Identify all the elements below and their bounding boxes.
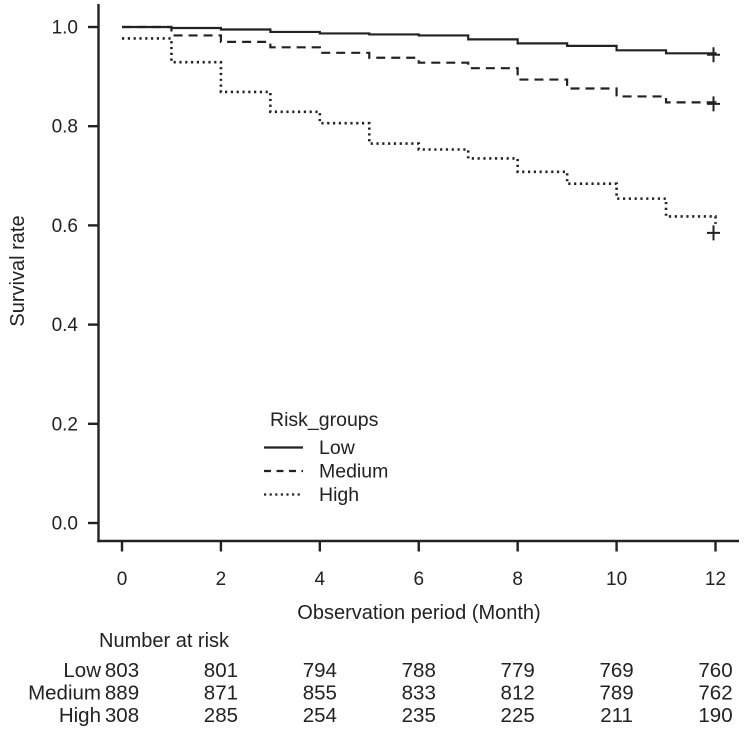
legend-entry-medium: Medium <box>264 461 388 483</box>
axes: 0.0 0.2 0.4 0.6 0.8 1.0 0 2 4 6 8 10 12 <box>52 4 739 590</box>
risk-count: 285 <box>204 704 238 727</box>
risk-count: 855 <box>303 682 337 705</box>
risk-row-low: Low 803 801 794 788 779 769 760 <box>63 659 732 682</box>
legend-entry-low: Low <box>264 437 356 459</box>
risk-table-title: Number at risk <box>99 630 230 652</box>
risk-count: 254 <box>303 704 337 727</box>
risk-count: 801 <box>204 659 238 682</box>
risk-count: 190 <box>698 704 732 727</box>
risk-count: 788 <box>402 659 436 682</box>
y-tick-label: 0.2 <box>52 414 78 435</box>
y-tick-label: 1.0 <box>52 18 78 39</box>
risk-count: 833 <box>402 682 436 705</box>
risk-row-label: Low <box>63 659 101 682</box>
censor-mark-medium <box>707 96 720 112</box>
risk-table: Number at risk Low 803 801 794 788 779 769 760M… <box>28 630 733 727</box>
y-tick-label: 0.6 <box>52 216 78 237</box>
legend-title: Risk_groups <box>270 409 379 431</box>
risk-count: 812 <box>501 682 535 705</box>
y-axis-ticks: 0.0 0.2 0.4 0.6 0.8 1.0 <box>52 18 99 535</box>
risk-count: 211 <box>600 704 633 727</box>
x-axis-title: Observation period (Month) <box>297 602 540 624</box>
curve-low <box>122 25 717 55</box>
risk-count: 762 <box>698 682 732 705</box>
x-axis-ticks: 0 2 4 6 8 10 12 <box>117 541 726 590</box>
risk-count: 235 <box>402 704 436 727</box>
y-tick-label: 0.4 <box>52 315 79 336</box>
risk-row-label: Medium <box>28 682 101 705</box>
risk-table-rows: Low 803 801 794 788 779 769 760 Medium 889 871 855 8… <box>28 659 733 727</box>
censor-marks <box>707 47 720 241</box>
risk-count: 889 <box>105 682 139 705</box>
legend-entry-high: High <box>264 484 359 506</box>
curve-medium <box>122 25 717 104</box>
x-tick-label: 2 <box>216 569 227 590</box>
x-tick-label: 4 <box>315 569 326 590</box>
risk-count: 225 <box>501 704 535 727</box>
curve-high <box>122 37 717 224</box>
censor-mark-low <box>707 47 720 63</box>
x-tick-label: 0 <box>117 569 128 590</box>
survival-curves <box>122 25 717 224</box>
y-tick-label: 0.8 <box>52 117 78 138</box>
risk-count: 779 <box>501 659 535 682</box>
risk-count: 769 <box>599 659 633 682</box>
legend-label-high: High <box>319 484 359 506</box>
x-tick-label: 8 <box>512 569 523 590</box>
censor-mark-high <box>707 225 720 241</box>
risk-count: 760 <box>698 659 732 682</box>
y-tick-label: 0.0 <box>52 514 78 535</box>
risk-row-medium: Medium 889 871 855 833 812 789 762 <box>28 682 733 705</box>
legend-label-low: Low <box>319 437 356 459</box>
x-tick-label: 6 <box>413 569 424 590</box>
risk-count: 803 <box>105 659 139 682</box>
risk-row-high: High 308 285 254 235 225 211 190 <box>59 704 733 727</box>
risk-row-label: High <box>59 704 101 727</box>
x-tick-label: 12 <box>705 569 726 590</box>
risk-count: 794 <box>303 659 337 682</box>
risk-count: 789 <box>599 682 633 705</box>
legend-label-medium: Medium <box>319 461 388 483</box>
y-axis-title: Survival rate <box>7 215 29 326</box>
risk-count: 871 <box>204 682 238 705</box>
x-tick-label: 10 <box>606 569 627 590</box>
risk-count: 308 <box>105 704 139 727</box>
